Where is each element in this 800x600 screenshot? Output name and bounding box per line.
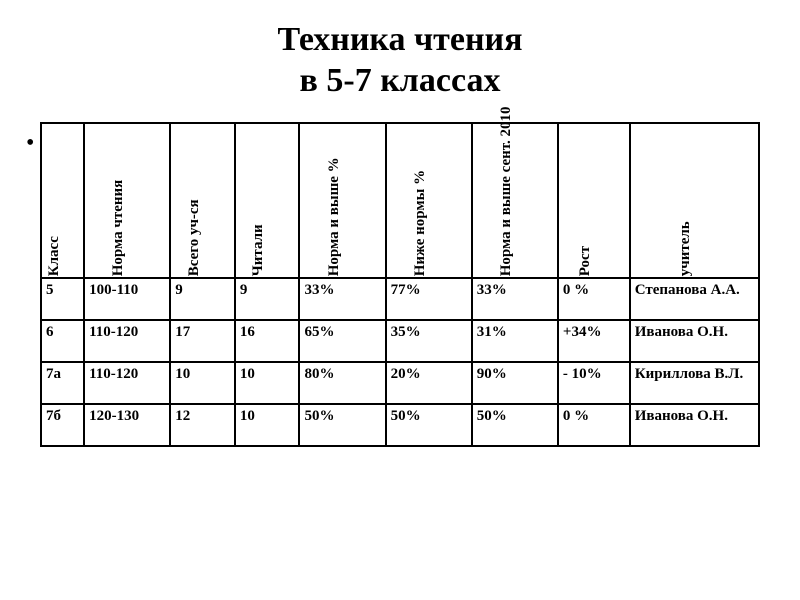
col-label: Читали: [250, 127, 267, 277]
cell: 7б: [41, 404, 84, 446]
col-header: Норма и выше %: [299, 123, 385, 278]
cell: 5: [41, 278, 84, 320]
cell: 31%: [472, 320, 558, 362]
col-header: учитель: [630, 123, 759, 278]
cell: 33%: [472, 278, 558, 320]
cell: 33%: [299, 278, 385, 320]
cell: 50%: [472, 404, 558, 446]
table-row: 5 100-110 9 9 33% 77% 33% 0 % Степанова …: [41, 278, 759, 320]
col-header: Норма чтения: [84, 123, 170, 278]
cell: 77%: [386, 278, 472, 320]
cell: 120-130: [84, 404, 170, 446]
cell: Иванова О.Н.: [630, 404, 759, 446]
cell: 7а: [41, 362, 84, 404]
col-header: Рост: [558, 123, 630, 278]
reading-table: Класс Норма чтения Всего уч-ся Читали Но…: [40, 122, 760, 447]
cell: 90%: [472, 362, 558, 404]
bullet-icon: •: [26, 130, 34, 157]
col-label: Норма и выше сент. 2010: [498, 127, 515, 277]
cell: 50%: [299, 404, 385, 446]
page-title: Техника чтения в 5-7 классах: [40, 20, 760, 102]
col-label: Норма чтения: [110, 127, 127, 277]
cell: 10: [235, 404, 300, 446]
title-line-1: Техника чтения: [277, 21, 522, 58]
col-header: Норма и выше сент. 2010: [472, 123, 558, 278]
table-row: 6 110-120 17 16 65% 35% 31% +34% Иванова…: [41, 320, 759, 362]
cell: 20%: [386, 362, 472, 404]
cell: 80%: [299, 362, 385, 404]
cell: - 10%: [558, 362, 630, 404]
cell: 10: [235, 362, 300, 404]
col-label: Класс: [45, 127, 62, 277]
cell: 9: [170, 278, 235, 320]
cell: 110-120: [84, 362, 170, 404]
cell: 50%: [386, 404, 472, 446]
col-label: Рост: [577, 127, 594, 277]
col-label: учитель: [677, 127, 694, 277]
table-row: 7б 120-130 12 10 50% 50% 50% 0 % Иванова…: [41, 404, 759, 446]
col-header: Ниже нормы %: [386, 123, 472, 278]
cell: 16: [235, 320, 300, 362]
cell: Иванова О.Н.: [630, 320, 759, 362]
col-label: Ниже нормы %: [411, 127, 428, 277]
table-header-row: Класс Норма чтения Всего уч-ся Читали Но…: [41, 123, 759, 278]
cell: 110-120: [84, 320, 170, 362]
cell: 0 %: [558, 404, 630, 446]
col-header: Класс: [41, 123, 84, 278]
cell: Кириллова В.Л.: [630, 362, 759, 404]
cell: 65%: [299, 320, 385, 362]
cell: 10: [170, 362, 235, 404]
table-row: 7а 110-120 10 10 80% 20% 90% - 10% Кирил…: [41, 362, 759, 404]
col-header: Всего уч-ся: [170, 123, 235, 278]
cell: 9: [235, 278, 300, 320]
cell: 35%: [386, 320, 472, 362]
cell: 12: [170, 404, 235, 446]
table-container: • Класс Норма чтения Всего уч-ся Читали …: [40, 122, 760, 447]
cell: 6: [41, 320, 84, 362]
title-line-2: в 5-7 классах: [300, 62, 501, 99]
col-header: Читали: [235, 123, 300, 278]
cell: +34%: [558, 320, 630, 362]
cell: Степанова А.А.: [630, 278, 759, 320]
cell: 17: [170, 320, 235, 362]
col-label: Норма и выше %: [325, 127, 342, 277]
col-label: Всего уч-ся: [185, 127, 202, 277]
cell: 100-110: [84, 278, 170, 320]
cell: 0 %: [558, 278, 630, 320]
